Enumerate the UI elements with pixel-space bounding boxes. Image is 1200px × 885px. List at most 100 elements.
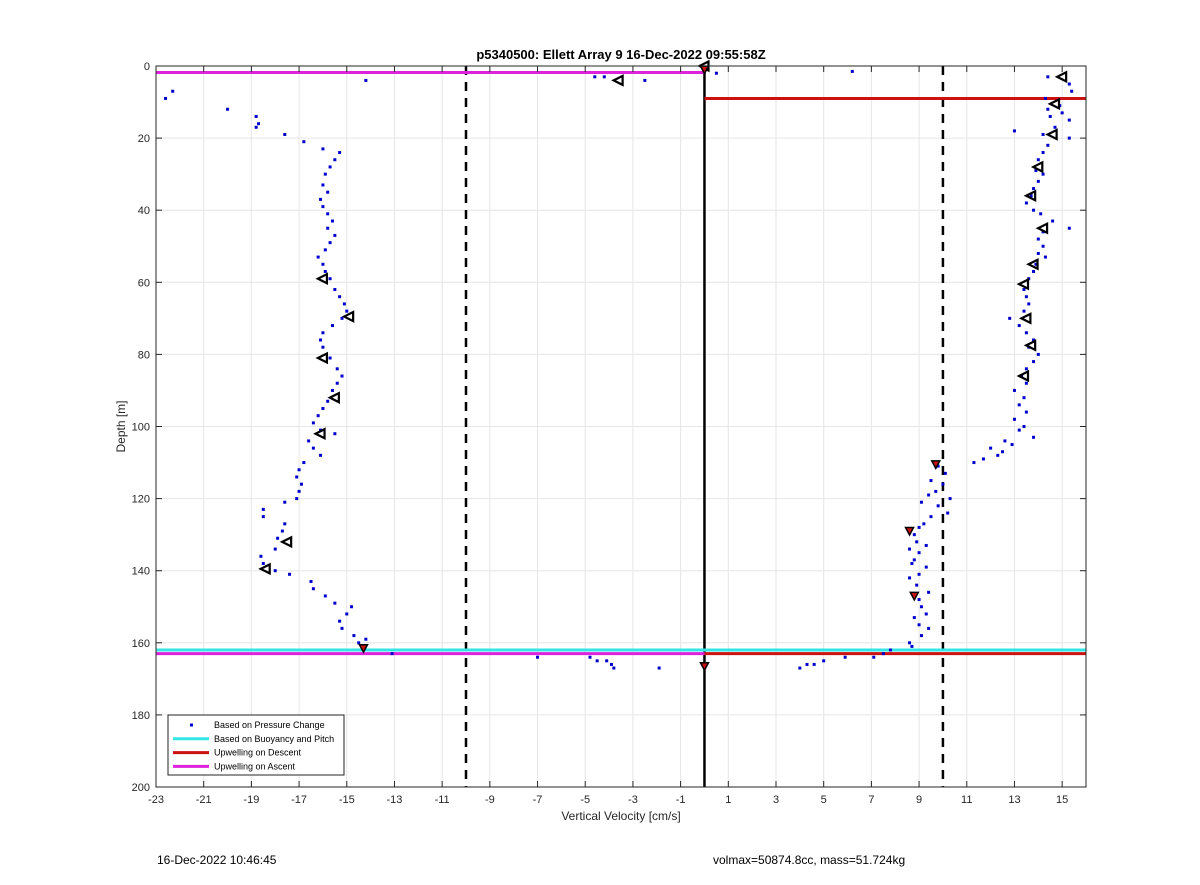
triangle-marker	[1016, 369, 1030, 383]
data-point	[612, 666, 616, 670]
x-tick-label: 7	[868, 794, 874, 806]
data-point	[1048, 114, 1052, 118]
data-point	[326, 190, 330, 194]
data-point	[1008, 316, 1012, 320]
data-point	[536, 655, 540, 659]
grid	[155, 65, 1086, 788]
data-point	[345, 612, 349, 616]
data-point	[1036, 237, 1040, 241]
data-point	[328, 165, 332, 169]
x-tick-label: -13	[387, 794, 403, 806]
data-point	[929, 515, 933, 519]
filled-marker	[930, 460, 942, 470]
triangle-marker	[1054, 70, 1068, 84]
footer-info: volmax=50874.8cc, mass=51.724kg	[713, 853, 906, 867]
data-point	[1020, 374, 1024, 378]
data-point	[1022, 425, 1026, 428]
data-point	[273, 547, 277, 551]
data-point	[910, 561, 914, 565]
data-point	[1003, 439, 1007, 443]
data-point	[1010, 443, 1014, 447]
data-point	[908, 641, 912, 645]
x-tick-label: -17	[291, 794, 307, 806]
data-point	[1024, 295, 1028, 299]
data-point	[340, 316, 344, 320]
data-point	[1012, 417, 1016, 421]
triangle-marker	[1030, 160, 1044, 174]
triangle-marker	[279, 535, 293, 549]
triangle-marker	[341, 310, 355, 323]
data-point	[352, 634, 356, 638]
x-tick-label: 11	[961, 794, 972, 806]
x-tick-label: -9	[485, 794, 495, 806]
data-point	[328, 241, 332, 245]
legend: Based on Pressure Change Based on Buoyanc…	[167, 714, 345, 776]
legend-dot-swatch	[190, 723, 193, 727]
x-tick-label: 3	[773, 794, 779, 806]
data-point	[798, 666, 802, 670]
filled-marker	[358, 643, 369, 654]
data-point	[934, 489, 938, 493]
data-point	[302, 140, 306, 144]
data-point	[714, 71, 718, 75]
data-point	[333, 432, 337, 436]
data-point	[1041, 132, 1045, 136]
data-point	[323, 248, 327, 252]
data-point	[1024, 331, 1028, 335]
y-tick-label: 100	[132, 422, 150, 434]
data-point	[972, 461, 976, 465]
data-point	[919, 500, 923, 504]
triangle-marker	[315, 272, 329, 285]
data-point	[1043, 96, 1047, 100]
data-point	[297, 468, 301, 472]
data-point	[917, 525, 921, 529]
series-lines	[156, 70, 1086, 656]
data-point	[927, 626, 931, 630]
x-tick-label: -3	[628, 794, 638, 806]
triangle-marker	[1018, 312, 1032, 325]
filled-marker	[904, 526, 915, 537]
y-tick-label: 180	[132, 710, 150, 722]
x-tick-label: -5	[580, 794, 590, 806]
data-point	[1041, 172, 1045, 176]
data-point	[1060, 111, 1064, 115]
data-point	[908, 576, 912, 580]
data-point	[1036, 352, 1040, 356]
data-point	[1024, 381, 1028, 385]
data-point	[1034, 262, 1038, 266]
chart-title: p5340500: Ellett Array 9 16-Dec-2022 09:…	[476, 47, 765, 62]
data-point	[915, 583, 919, 587]
triangle-marker	[1047, 97, 1061, 111]
x-tick-label: 15	[1056, 794, 1068, 806]
series-points	[164, 69, 1074, 670]
data-point	[605, 659, 609, 663]
data-point	[321, 205, 325, 209]
data-point	[1024, 410, 1028, 414]
data-point	[919, 634, 923, 638]
data-point	[1032, 338, 1036, 342]
data-point	[276, 536, 280, 540]
data-point	[357, 641, 361, 645]
data-point	[1046, 107, 1050, 111]
data-point	[338, 151, 342, 155]
data-point	[390, 652, 394, 656]
data-point	[261, 515, 265, 519]
data-point	[910, 644, 914, 648]
data-point	[1041, 151, 1045, 155]
data-point	[283, 522, 287, 526]
legend-label: Upwelling on Descent	[214, 748, 302, 758]
data-point	[657, 666, 661, 670]
data-point	[330, 219, 334, 223]
data-point	[1024, 367, 1028, 371]
data-point	[927, 590, 931, 594]
data-point	[321, 183, 325, 187]
data-point	[295, 475, 299, 479]
data-point	[1036, 179, 1040, 183]
data-point	[946, 511, 950, 515]
data-point	[1041, 244, 1045, 248]
data-point	[319, 338, 323, 342]
data-point	[1024, 201, 1028, 205]
data-point	[927, 493, 931, 497]
data-point	[1034, 169, 1038, 173]
data-point	[1017, 324, 1021, 328]
